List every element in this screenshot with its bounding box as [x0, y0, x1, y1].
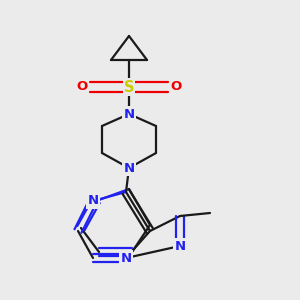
- Text: N: N: [87, 194, 99, 208]
- Text: N: N: [174, 239, 186, 253]
- Text: N: N: [123, 161, 135, 175]
- Text: N: N: [120, 251, 132, 265]
- Text: S: S: [124, 80, 134, 94]
- Text: O: O: [77, 80, 88, 94]
- Text: O: O: [170, 80, 181, 94]
- Text: N: N: [123, 107, 135, 121]
